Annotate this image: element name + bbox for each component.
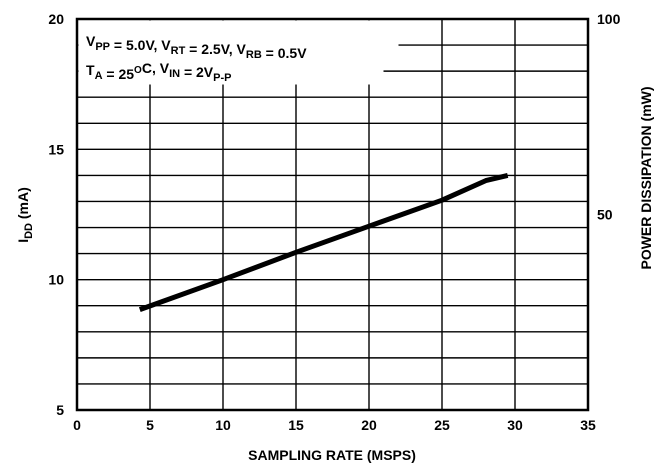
x-tick-label: 20 [361, 417, 377, 433]
y2-tick-labels: 50 100 [597, 11, 621, 223]
annotation-box-bottom [78, 54, 384, 85]
x-tick-label: 30 [507, 417, 523, 433]
y-axis-label: IDD (mA) [15, 187, 35, 243]
y-tick-label: 10 [48, 272, 64, 288]
x-axis-label: SAMPLING RATE (MSPS) [248, 447, 416, 463]
x-tick-label: 10 [215, 417, 231, 433]
y-tick-label: 15 [48, 141, 64, 157]
series-line-1 [138, 172, 509, 312]
x-tick-label: 0 [73, 417, 81, 433]
y2-tick-label: 100 [597, 11, 621, 27]
plot-frame [75, 17, 590, 412]
y-tick-labels: 5 10 15 20 [48, 11, 64, 418]
annotation-line-1: VPP = 5.0V, VRT = 2.5V, VRB = 0.5V [86, 33, 307, 61]
series-layer [138, 172, 509, 312]
y-tick-label: 20 [48, 11, 64, 27]
annotation-box-top [78, 20, 399, 55]
y2-tick-label: 50 [597, 207, 613, 223]
x-tick-label: 35 [580, 417, 596, 433]
plot-border [75, 17, 590, 412]
x-tick-label: 15 [288, 417, 304, 433]
x-tick-label: 25 [434, 417, 450, 433]
y-tick-label: 5 [56, 402, 64, 418]
x-tick-label: 5 [146, 417, 154, 433]
grid [76, 18, 589, 411]
x-tick-labels: 0 5 10 15 20 25 30 35 [73, 417, 596, 433]
y2-axis-label: POWER DISSIPATION (mW) [638, 86, 654, 269]
annotation-line-2: TA = 25OC, VIN = 2VP-P [86, 60, 232, 84]
